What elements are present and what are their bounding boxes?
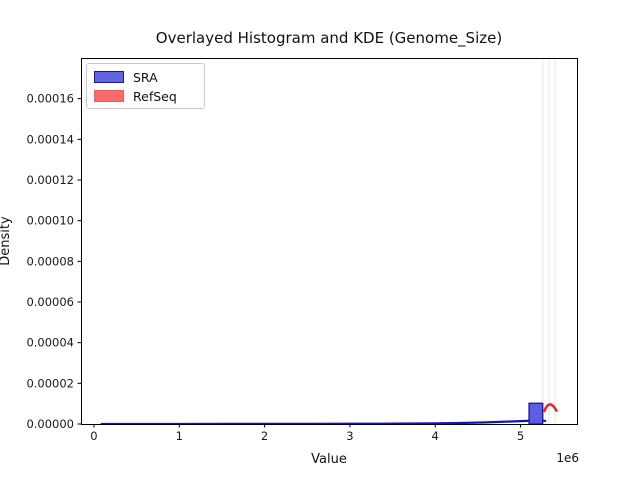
x-axis-offset-text: 1e6 xyxy=(556,451,579,465)
legend-label: SRA xyxy=(133,69,158,85)
y-tick-label: 0.00000 xyxy=(26,417,74,431)
y-tick-label: 0.00004 xyxy=(26,336,74,350)
legend-swatch-sra xyxy=(94,71,124,83)
y-tick-label: 0.00008 xyxy=(26,254,74,268)
y-tick-label: 0.00014 xyxy=(26,132,74,146)
x-tick-label: 5 xyxy=(517,429,524,443)
y-tick-label: 0.00010 xyxy=(26,214,74,228)
x-tick-label: 4 xyxy=(432,429,439,443)
legend-item-refseq: RefSeq xyxy=(94,88,196,104)
plot-frame xyxy=(81,58,578,425)
legend-item-sra: SRA xyxy=(94,69,196,85)
legend-label: RefSeq xyxy=(133,88,177,104)
x-tick-label: 1 xyxy=(176,429,183,443)
legend: SRA RefSeq xyxy=(86,63,205,109)
legend-swatch-refseq xyxy=(94,90,124,102)
x-tick-label: 2 xyxy=(261,429,268,443)
sra-kde-line xyxy=(100,419,547,426)
y-tick-label: 0.00016 xyxy=(26,92,74,106)
x-tick-label: 0 xyxy=(90,429,97,443)
chart-title: Overlayed Histogram and KDE (Genome_Size… xyxy=(155,29,503,47)
refseq-kde-line xyxy=(543,403,558,413)
y-tick-label: 0.00012 xyxy=(26,173,74,187)
y-tick-label: 0.00002 xyxy=(26,376,74,390)
sra-histogram-bar xyxy=(528,402,544,425)
y-axis-label: Density xyxy=(0,216,13,266)
x-axis-label: Value xyxy=(311,452,347,467)
x-tick-label: 3 xyxy=(346,429,353,443)
y-tick-label: 0.00006 xyxy=(26,295,74,309)
